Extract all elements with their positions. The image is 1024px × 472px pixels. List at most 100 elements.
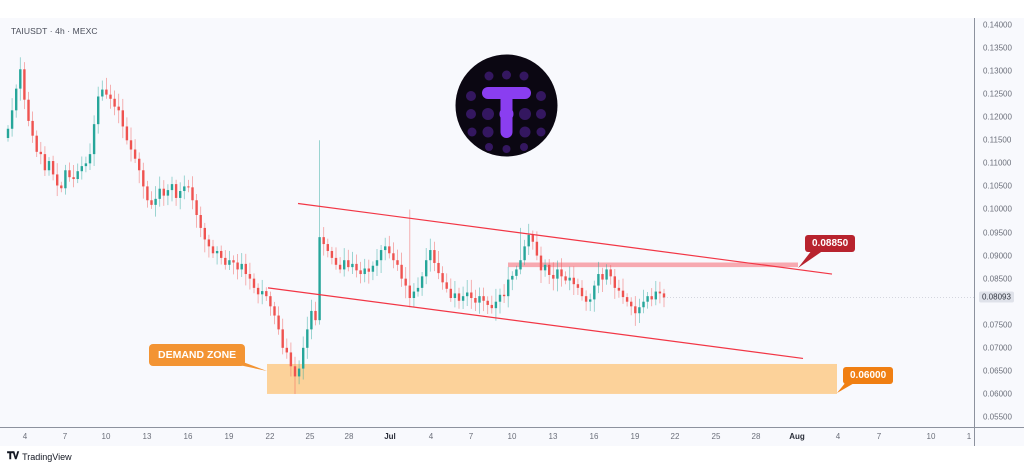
candle <box>347 260 350 268</box>
candle <box>539 255 543 271</box>
candle <box>318 237 321 321</box>
time-tick: 22 <box>670 432 680 441</box>
candle <box>27 99 30 121</box>
candle <box>121 110 124 127</box>
candle <box>408 285 411 299</box>
tradingview-branding: 𝐓𝐕 TradingView <box>7 451 72 462</box>
candle <box>80 166 83 172</box>
candle <box>498 294 502 302</box>
candle <box>556 269 559 279</box>
time-tick: 7 <box>62 432 68 441</box>
candle <box>51 161 55 175</box>
candle <box>359 270 362 275</box>
candle <box>621 290 625 298</box>
candle <box>133 149 137 159</box>
time-tick: 10 <box>507 432 517 441</box>
candle <box>646 296 649 302</box>
candle <box>490 304 493 309</box>
price-tick: 0.11000 <box>983 158 1012 168</box>
candle <box>187 186 190 188</box>
candle <box>584 296 588 302</box>
price-tick: 0.07500 <box>983 320 1012 330</box>
candle <box>129 140 133 150</box>
price-axis[interactable]: 0.08093 0.14000 0.13500 0.13000 0.12500 0.12… <box>974 18 1024 428</box>
time-axis[interactable]: 4 7 10 13 16 19 22 25 28 Jul 4 7 10 13 16 19 22 25 28 Aug 4 7… <box>0 427 974 446</box>
candle <box>515 269 518 276</box>
candle <box>117 106 120 111</box>
candle <box>343 260 346 270</box>
candle <box>203 227 206 240</box>
time-tick: 16 <box>589 432 599 441</box>
time-tick: 10 <box>101 432 111 441</box>
candle <box>19 69 22 89</box>
candle <box>634 306 637 314</box>
demand-zone-rect[interactable] <box>267 363 837 394</box>
time-tick: 25 <box>305 432 315 441</box>
candle <box>220 250 223 258</box>
candle <box>568 277 571 281</box>
time-tick: 4 <box>428 432 434 441</box>
candle <box>338 264 342 270</box>
time-tick: 22 <box>265 432 275 441</box>
candle <box>552 274 555 279</box>
candle <box>306 329 309 348</box>
candle <box>215 250 219 254</box>
candle <box>630 301 633 307</box>
candle <box>6 128 10 138</box>
candle <box>60 185 63 189</box>
candle <box>240 263 243 270</box>
candle <box>470 292 473 299</box>
candle <box>425 260 428 277</box>
candle <box>105 89 108 95</box>
resistance-zone-rect[interactable] <box>508 262 798 268</box>
time-tick: Aug <box>789 432 805 441</box>
price-tick: 0.14000 <box>983 20 1012 30</box>
candle <box>330 250 334 258</box>
candle <box>76 171 79 180</box>
candle <box>404 278 407 286</box>
candle <box>437 262 440 274</box>
candle <box>101 89 104 97</box>
candle <box>576 284 580 288</box>
price-tick: 0.13500 <box>983 43 1012 53</box>
price-tick: 0.08500 <box>983 274 1012 284</box>
candle <box>191 187 194 201</box>
candle <box>392 253 395 261</box>
channel-lower-line[interactable] <box>267 287 804 360</box>
price-tick: 0.10000 <box>983 204 1012 214</box>
candle <box>560 269 563 277</box>
tai-token-logo <box>455 54 558 157</box>
price-tick: 0.06500 <box>983 366 1012 376</box>
candle <box>310 310 313 330</box>
symbol-title: TAIUSDT · 4h · MEXC <box>11 26 98 36</box>
candle <box>166 190 170 196</box>
candle <box>273 306 276 316</box>
candle <box>507 279 510 297</box>
candle <box>601 274 604 280</box>
candlestick-plot[interactable] <box>0 18 974 427</box>
price-tick: 0.12000 <box>983 112 1012 122</box>
candle <box>142 170 145 187</box>
candle <box>261 291 264 295</box>
candle <box>195 200 198 216</box>
candle <box>248 274 252 279</box>
channel-upper-line[interactable] <box>297 202 833 275</box>
candle <box>449 288 452 299</box>
candle <box>429 250 432 261</box>
candle <box>158 188 161 199</box>
candle <box>564 276 567 281</box>
candle <box>609 269 612 277</box>
candle <box>650 296 653 300</box>
candle <box>466 292 469 297</box>
candle <box>232 260 235 263</box>
candle <box>68 170 71 178</box>
candle <box>228 260 231 265</box>
candle <box>10 110 14 129</box>
candle <box>531 234 534 242</box>
time-tick: 28 <box>751 432 761 441</box>
candle <box>482 296 485 301</box>
candle <box>31 120 34 136</box>
candle <box>302 347 305 369</box>
price-tick: 0.05500 <box>983 412 1012 422</box>
candle <box>265 291 268 297</box>
